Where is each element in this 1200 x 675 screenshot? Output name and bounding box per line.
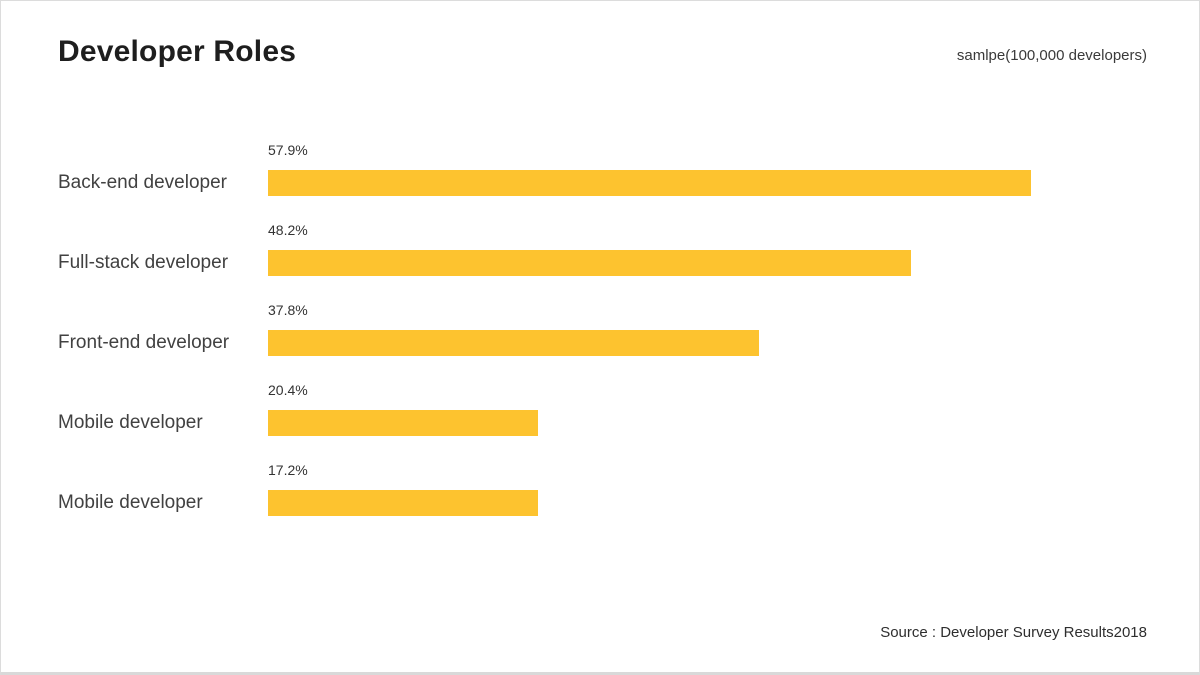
bar-value-label: 57.9% (268, 142, 308, 158)
bar (268, 330, 759, 356)
bar (268, 410, 538, 436)
category-label: Front-end developer (58, 332, 230, 353)
category-label: Mobile developer (58, 492, 203, 513)
bar-row: 48.2% Full-stack developer (1, 219, 1199, 299)
bar (268, 250, 911, 276)
category-label: Mobile developer (58, 412, 203, 433)
source-note: Source : Developer Survey Results2018 (880, 624, 1147, 641)
bar-value-label: 37.8% (268, 302, 308, 318)
bar-chart: 57.9% Back-end developer 48.2% Full-stack d… (1, 139, 1199, 559)
bar (268, 490, 538, 516)
category-label: Full-stack developer (58, 252, 229, 273)
bar-row: 57.9% Back-end developer (1, 139, 1199, 219)
bar-value-label: 48.2% (268, 222, 308, 238)
bar-row: 17.2% Mobile developer (1, 459, 1199, 539)
bar-row: 37.8% Front-end developer (1, 299, 1199, 379)
bar-value-label: 17.2% (268, 462, 308, 478)
bar-row: 20.4% Mobile developer (1, 379, 1199, 459)
bar-value-label: 20.4% (268, 382, 308, 398)
bar (268, 170, 1031, 196)
category-label: Back-end developer (58, 172, 227, 193)
sample-size-note: samlpe(100,000 developers) (956, 47, 1147, 64)
page-title: Developer Roles (58, 35, 297, 68)
